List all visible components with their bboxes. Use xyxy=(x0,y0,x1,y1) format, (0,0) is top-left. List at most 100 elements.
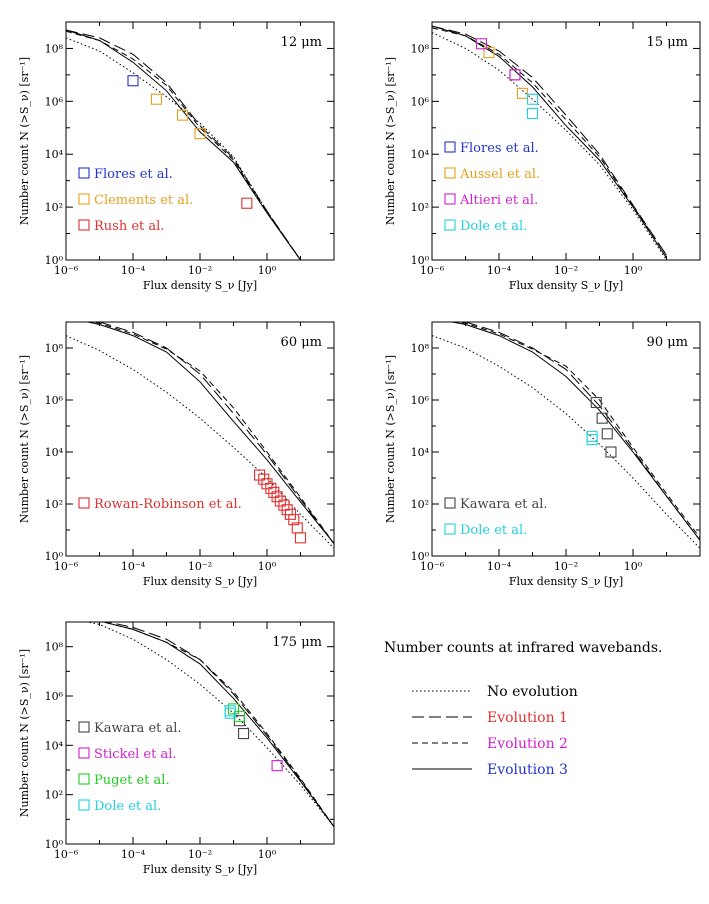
legend-label: Rowan-Robinson et al. xyxy=(94,497,242,512)
data-point xyxy=(254,469,266,481)
chart-p15: 10⁻⁶ 10⁻⁴ 10⁻² 10⁰ 10⁰ 10² 10⁴ 10⁶ 10⁸ Flux densi… xyxy=(384,21,701,292)
legend-label: Flores et al. xyxy=(94,167,173,182)
y-axis-label: Number count N (>S_ν) [sr⁻¹] xyxy=(384,57,397,225)
axis-ticks xyxy=(431,21,701,261)
x-tick-label: 10⁻⁶ xyxy=(420,560,445,573)
observations-legend: Kawara et al. Stickel et al. Puget et al. D… xyxy=(78,721,182,814)
legend-label: Flores et al. xyxy=(460,141,539,156)
legend-label: Kawara et al. xyxy=(460,497,548,512)
y-tick-label: 10⁰ xyxy=(45,838,64,851)
chart-panels: 10⁻⁶ 10⁻⁴ 10⁻² 10⁰ 10⁰ 10² 10⁴ 10⁶ 10⁸ Flux densi… xyxy=(18,21,701,876)
y-axis-label: Number count N (>S_ν) [sr⁻¹] xyxy=(18,57,31,225)
data-point xyxy=(150,93,162,105)
data-point xyxy=(241,197,253,209)
series-line-dotted xyxy=(66,37,301,260)
legend-label: Evolution 1 xyxy=(487,710,568,726)
data-point xyxy=(288,514,300,526)
plot-frame xyxy=(431,321,701,557)
legend-marker xyxy=(444,193,456,205)
chart-p60: 10⁻⁶ 10⁻⁴ 10⁻² 10⁰ 10⁰ 10² 10⁴ 10⁶ 10⁸ Flux densi… xyxy=(18,321,335,588)
series-line-dotted xyxy=(432,335,700,549)
data-point xyxy=(176,109,189,121)
x-tick-label: 10⁻⁴ xyxy=(121,560,146,573)
data-point xyxy=(224,707,236,719)
legend-marker xyxy=(444,497,456,509)
observations-legend: Flores et al. Aussel et al. Altieri et al.… xyxy=(444,141,540,234)
x-tick-label: 10⁰ xyxy=(258,848,277,861)
x-tick-label: 10⁻⁶ xyxy=(54,848,79,861)
data-point xyxy=(590,396,602,409)
series-line-solid xyxy=(432,25,667,259)
x-tick-label: 10⁻⁴ xyxy=(121,848,146,861)
series-line-solid xyxy=(66,29,301,260)
legend-marker xyxy=(78,773,90,785)
y-tick-label: 10⁴ xyxy=(45,739,64,752)
x-axis-label: Flux density S_ν [Jy] xyxy=(143,575,257,588)
y-tick-label: 10² xyxy=(411,201,429,214)
y-tick-label: 10² xyxy=(45,789,63,802)
data-point xyxy=(227,703,240,715)
chart-p90: 10⁻⁶ 10⁻⁴ 10⁻² 10⁰ 10⁰ 10² 10⁴ 10⁶ 10⁸ Flux densi… xyxy=(384,321,701,588)
legend-marker xyxy=(444,167,456,179)
legend-marker xyxy=(444,523,456,535)
y-tick-label: 10⁴ xyxy=(411,148,430,161)
legend-label: Clements et al. xyxy=(94,193,193,208)
x-tick-label: 10⁻⁴ xyxy=(487,560,512,573)
model-curves xyxy=(432,322,700,549)
y-tick-label: 10⁰ xyxy=(45,550,64,563)
data-point xyxy=(274,495,286,507)
y-tick-label: 10⁸ xyxy=(45,42,64,55)
data-point xyxy=(268,486,280,498)
series-line-dotted xyxy=(432,32,667,260)
data-point xyxy=(605,446,617,458)
data-point xyxy=(526,93,539,105)
wave-label: 12 μm xyxy=(281,35,322,50)
data-point xyxy=(586,430,598,442)
legend-marker xyxy=(444,219,456,231)
x-tick-label: 10⁻² xyxy=(188,848,212,861)
data-point xyxy=(586,434,598,446)
observations-legend: Flores et al. Clements et al. Rush et al. xyxy=(78,167,193,234)
series-line-dashed xyxy=(451,322,700,539)
x-axis-label: Flux density S_ν [Jy] xyxy=(509,279,623,292)
wave-label: 60 μm xyxy=(281,335,322,350)
y-tick-label: 10⁶ xyxy=(411,394,430,407)
legend-marker xyxy=(78,219,90,231)
x-tick-label: 10⁻⁴ xyxy=(121,264,146,277)
data-point xyxy=(483,46,495,59)
data-point xyxy=(596,412,608,424)
data-point xyxy=(194,128,206,140)
data-point xyxy=(509,69,521,81)
series-line-solid xyxy=(101,622,334,828)
x-tick-label: 10⁻² xyxy=(188,264,212,277)
axis-ticks xyxy=(65,21,335,261)
legend-label: Kawara et al. xyxy=(94,721,182,736)
legend-label: Puget et al. xyxy=(94,773,170,788)
axis-ticks xyxy=(431,321,701,557)
observations xyxy=(475,38,539,119)
legend-label: Stickel et al. xyxy=(94,747,177,762)
series-line-longdash xyxy=(461,322,700,541)
y-tick-label: 10⁴ xyxy=(411,446,430,459)
data-point xyxy=(271,491,283,503)
observations-legend: Rowan-Robinson et al. xyxy=(78,497,242,512)
wave-label: 90 μm xyxy=(647,335,688,350)
series-line-longdash xyxy=(66,29,301,260)
x-axis-label: Flux density S_ν [Jy] xyxy=(509,575,623,588)
y-tick-label: 10⁶ xyxy=(411,95,430,108)
legend-label: No evolution xyxy=(487,684,578,700)
axis-ticks xyxy=(65,321,335,557)
observations xyxy=(127,75,253,209)
series-line-solid xyxy=(449,322,700,541)
y-tick-label: 10⁸ xyxy=(45,342,64,355)
legend-label: Altieri et al. xyxy=(459,193,538,208)
x-axis-label: Flux density S_ν [Jy] xyxy=(143,863,257,876)
y-tick-label: 10⁰ xyxy=(411,254,430,267)
data-point xyxy=(475,38,488,50)
data-point xyxy=(526,107,539,119)
x-tick-label: 10⁻² xyxy=(554,560,578,573)
legend-label: Evolution 3 xyxy=(487,762,568,778)
y-axis-label: Number count N (>S_ν) [sr⁻¹] xyxy=(384,355,397,523)
y-tick-label: 10⁴ xyxy=(45,148,64,161)
